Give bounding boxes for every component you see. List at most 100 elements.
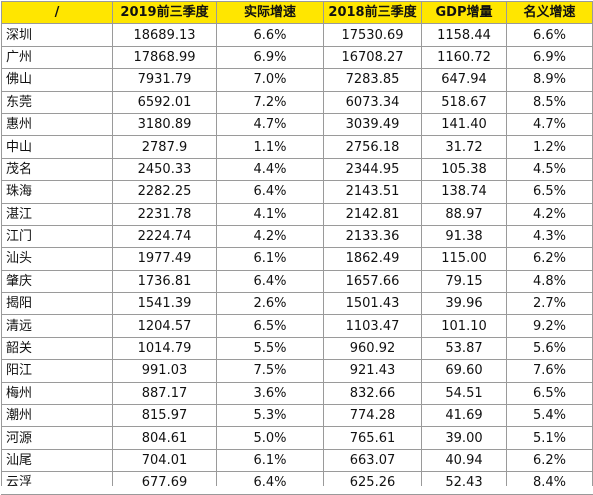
header-2019-q1-q3: 2019前三季度 xyxy=(112,0,217,25)
cell-gdp-2019: 18689.13 xyxy=(112,23,217,47)
cell-nominal-growth: 4.3% xyxy=(506,224,593,249)
cell-gdp-2019: 815.97 xyxy=(112,404,217,428)
cell-gdp-increase: 53.87 xyxy=(421,336,507,361)
header-row: / 2019前三季度 实际增速 2018前三季度 GDP增量 名义增速 xyxy=(1,0,593,25)
cell-nominal-growth: 4.2% xyxy=(506,202,593,226)
cell-real-growth: 5.0% xyxy=(216,426,324,450)
cell-gdp-2019: 704.01 xyxy=(112,448,217,473)
cell-gdp-2019: 1736.81 xyxy=(112,269,217,294)
cell-city: 深圳 xyxy=(1,23,113,47)
table-row: 湛江 2231.78 4.1% 2142.81 88.97 4.2% xyxy=(1,202,593,226)
cell-gdp-2019: 7931.79 xyxy=(112,68,217,92)
cell-real-growth: 1.1% xyxy=(216,135,324,159)
cell-nominal-growth: 1.2% xyxy=(506,135,593,159)
cell-gdp-2019: 1977.49 xyxy=(112,247,217,271)
cell-city: 中山 xyxy=(1,135,113,159)
table-row: 揭阳 1541.39 2.6% 1501.43 39.96 2.7% xyxy=(1,292,593,316)
header-gdp-increase: GDP增量 xyxy=(421,0,507,25)
cell-real-growth: 6.6% xyxy=(216,23,324,47)
cell-gdp-increase: 101.10 xyxy=(421,314,507,338)
cell-real-growth: 6.9% xyxy=(216,45,324,70)
cell-nominal-growth: 6.5% xyxy=(506,381,593,406)
cell-nominal-growth: 4.7% xyxy=(506,112,593,137)
cell-gdp-2018: 921.43 xyxy=(323,359,422,383)
cell-nominal-growth: 5.6% xyxy=(506,336,593,361)
table-row: 珠海 2282.25 6.4% 2143.51 138.74 6.5% xyxy=(1,180,593,204)
cell-nominal-growth: 5.1% xyxy=(506,426,593,450)
cell-gdp-increase: 40.94 xyxy=(421,448,507,473)
cell-city: 汕头 xyxy=(1,247,113,271)
cell-nominal-growth: 9.2% xyxy=(506,314,593,338)
cell-city: 潮州 xyxy=(1,404,113,428)
cell-city: 梅州 xyxy=(1,381,113,406)
header-real-growth: 实际增速 xyxy=(216,0,324,25)
cell-city: 东莞 xyxy=(1,90,113,114)
cell-gdp-2018: 2344.95 xyxy=(323,157,422,182)
table-row: 广州 17868.99 6.9% 16708.27 1160.72 6.9% xyxy=(1,45,593,70)
cell-gdp-increase: 1158.44 xyxy=(421,23,507,47)
cell-real-growth: 5.3% xyxy=(216,404,324,428)
cell-real-growth: 2.6% xyxy=(216,292,324,316)
cell-nominal-growth: 5.4% xyxy=(506,404,593,428)
cell-gdp-2018: 960.92 xyxy=(323,336,422,361)
cell-gdp-2018: 6073.34 xyxy=(323,90,422,114)
table-row: 潮州 815.97 5.3% 774.28 41.69 5.4% xyxy=(1,404,593,428)
cell-nominal-growth: 6.2% xyxy=(506,247,593,271)
cell-gdp-2018: 832.66 xyxy=(323,381,422,406)
cell-city: 肇庆 xyxy=(1,269,113,294)
cell-gdp-increase: 79.15 xyxy=(421,269,507,294)
cell-gdp-2018: 765.61 xyxy=(323,426,422,450)
cell-real-growth: 7.0% xyxy=(216,68,324,92)
cell-gdp-2018: 2756.18 xyxy=(323,135,422,159)
cell-nominal-growth: 8.9% xyxy=(506,68,593,92)
cell-city: 汕尾 xyxy=(1,448,113,473)
cell-nominal-growth: 4.8% xyxy=(506,269,593,294)
cell-gdp-2019: 2224.74 xyxy=(112,224,217,249)
cell-real-growth: 4.7% xyxy=(216,112,324,137)
cell-gdp-increase: 138.74 xyxy=(421,180,507,204)
cell-gdp-increase: 518.67 xyxy=(421,90,507,114)
cell-nominal-growth: 6.5% xyxy=(506,180,593,204)
cell-city: 珠海 xyxy=(1,180,113,204)
table-header: / 2019前三季度 实际增速 2018前三季度 GDP增量 名义增速 xyxy=(1,0,593,25)
cell-nominal-growth: 4.5% xyxy=(506,157,593,182)
table-body: 深圳 18689.13 6.6% 17530.69 1158.44 6.6% 广州 17868… xyxy=(1,23,593,495)
cell-gdp-2018: 3039.49 xyxy=(323,112,422,137)
cell-gdp-2019: 1541.39 xyxy=(112,292,217,316)
cell-real-growth: 7.5% xyxy=(216,359,324,383)
table-row: 惠州 3180.89 4.7% 3039.49 141.40 4.7% xyxy=(1,112,593,137)
cell-gdp-2019: 17868.99 xyxy=(112,45,217,70)
cell-gdp-2018: 1103.47 xyxy=(323,314,422,338)
cell-gdp-2019: 2231.78 xyxy=(112,202,217,226)
cell-real-growth: 6.4% xyxy=(216,180,324,204)
table-row: 中山 2787.9 1.1% 2756.18 31.72 1.2% xyxy=(1,135,593,159)
cell-gdp-increase: 41.69 xyxy=(421,404,507,428)
table-row: 汕头 1977.49 6.1% 1862.49 115.00 6.2% xyxy=(1,247,593,271)
cell-nominal-growth: 8.5% xyxy=(506,90,593,114)
cell-gdp-increase: 39.96 xyxy=(421,292,507,316)
cell-gdp-2018: 1862.49 xyxy=(323,247,422,271)
table-row: 清远 1204.57 6.5% 1103.47 101.10 9.2% xyxy=(1,314,593,338)
cell-city: 广州 xyxy=(1,45,113,70)
cell-gdp-2018: 2133.36 xyxy=(323,224,422,249)
cell-gdp-increase: 115.00 xyxy=(421,247,507,271)
cell-gdp-2018: 1657.66 xyxy=(323,269,422,294)
cell-gdp-increase: 69.60 xyxy=(421,359,507,383)
cell-gdp-increase: 141.40 xyxy=(421,112,507,137)
cell-nominal-growth: 6.2% xyxy=(506,448,593,473)
table-row: 江门 2224.74 4.2% 2133.36 91.38 4.3% xyxy=(1,224,593,249)
cell-gdp-2019: 804.61 xyxy=(112,426,217,450)
cell-gdp-increase: 91.38 xyxy=(421,224,507,249)
cell-city: 河源 xyxy=(1,426,113,450)
cell-nominal-growth: 2.7% xyxy=(506,292,593,316)
cell-gdp-2019: 2787.9 xyxy=(112,135,217,159)
cell-nominal-growth: 6.6% xyxy=(506,23,593,47)
cell-real-growth: 6.4% xyxy=(216,269,324,294)
cell-gdp-2018: 17530.69 xyxy=(323,23,422,47)
cell-gdp-increase: 31.72 xyxy=(421,135,507,159)
cell-gdp-2018: 774.28 xyxy=(323,404,422,428)
cell-real-growth: 7.2% xyxy=(216,90,324,114)
cell-gdp-2018: 663.07 xyxy=(323,448,422,473)
